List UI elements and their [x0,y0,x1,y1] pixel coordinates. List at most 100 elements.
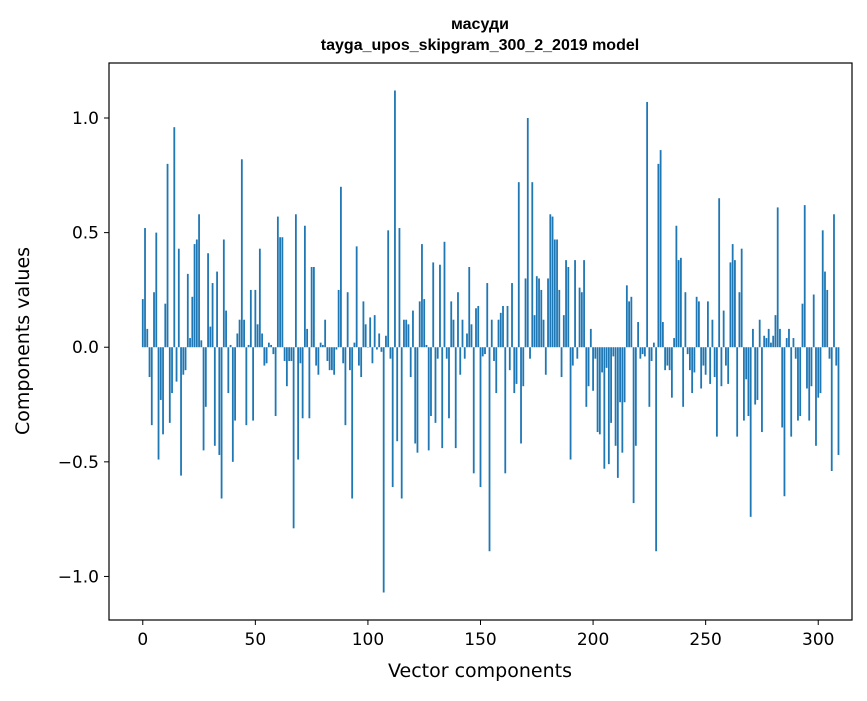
bar-91 [347,292,349,347]
bar-209 [612,347,614,356]
bar-166 [516,347,518,384]
bar-26 [200,340,202,347]
bar-290 [795,347,797,358]
bar-217 [630,297,632,347]
bar-87 [338,290,340,347]
bar-234 [669,347,671,370]
y-tick-label: 0.0 [72,338,99,358]
bar-154 [489,347,491,551]
bar-125 [423,299,425,347]
bar-197 [585,347,587,407]
bar-192 [574,260,576,347]
bar-203 [599,347,601,434]
bar-74 [308,347,310,418]
bar-218 [633,347,635,503]
bar-246 [696,297,698,347]
bar-200 [592,347,594,391]
bars-layer [142,91,840,593]
bar-250 [705,347,707,375]
bar-304 [826,290,828,347]
bar-221 [639,347,641,358]
bar-7 [158,347,160,459]
bar-309 [838,347,840,455]
bar-225 [648,347,650,407]
bar-199 [590,329,592,347]
bar-152 [484,347,486,354]
bar-129 [432,262,434,347]
bar-65 [288,347,290,361]
bar-50 [254,290,256,347]
bar-98 [363,301,365,347]
bar-247 [698,301,700,347]
bar-285 [784,347,786,496]
bar-17 [180,347,182,475]
bar-295 [806,347,808,388]
bar-153 [486,283,488,347]
bar-145 [468,267,470,347]
bar-301 [820,347,822,393]
x-tick-label: 250 [689,630,721,650]
bar-134 [444,242,446,347]
bar-22 [191,297,193,347]
bar-23 [194,244,196,347]
bar-303 [824,272,826,348]
bar-82 [327,347,329,361]
bar-226 [651,347,653,361]
bar-170 [525,278,527,347]
bar-265 [739,292,741,347]
bar-140 [457,292,459,347]
bar-275 [761,347,763,432]
bar-46 [245,347,247,425]
bar-230 [660,150,662,347]
bar-75 [311,267,313,347]
bar-121 [414,347,416,443]
bar-272 [754,347,756,404]
bar-194 [579,288,581,348]
bar-287 [788,329,790,347]
bar-35 [221,347,223,498]
bar-38 [227,347,229,393]
bar-279 [770,343,772,348]
bar-243 [689,347,691,370]
y-axis-label: Components values [12,247,34,435]
bar-116 [403,320,405,348]
bar-245 [693,347,695,372]
bar-178 [543,320,545,348]
bar-20 [187,274,189,347]
bar-164 [511,283,513,347]
bar-242 [687,347,689,354]
bar-293 [802,304,804,348]
bar-308 [835,347,837,365]
bar-101 [369,317,371,347]
bar-51 [257,324,259,347]
bar-292 [799,347,801,416]
x-tick-label: 0 [137,630,148,650]
bar-294 [804,205,806,347]
bar-52 [259,249,261,348]
bar-79 [320,343,322,348]
bar-16 [178,249,180,348]
bar-70 [299,347,301,363]
bar-282 [777,207,779,347]
bar-9 [162,347,164,434]
bar-27 [203,347,205,450]
plot-frame [109,63,852,620]
bar-280 [772,336,774,347]
bar-103 [374,315,376,347]
bar-4 [151,347,153,425]
bar-142 [462,320,464,348]
bar-149 [477,306,479,347]
bar-212 [619,347,621,402]
bar-214 [624,347,626,402]
bar-239 [680,258,682,347]
bar-95 [356,246,358,347]
bar-161 [504,347,506,473]
bar-196 [583,260,585,347]
bar-14 [173,127,175,347]
bar-273 [757,347,759,400]
bar-155 [491,320,493,348]
bar-281 [775,315,777,347]
bar-148 [475,308,477,347]
bar-123 [419,301,421,347]
bar-171 [527,118,529,347]
